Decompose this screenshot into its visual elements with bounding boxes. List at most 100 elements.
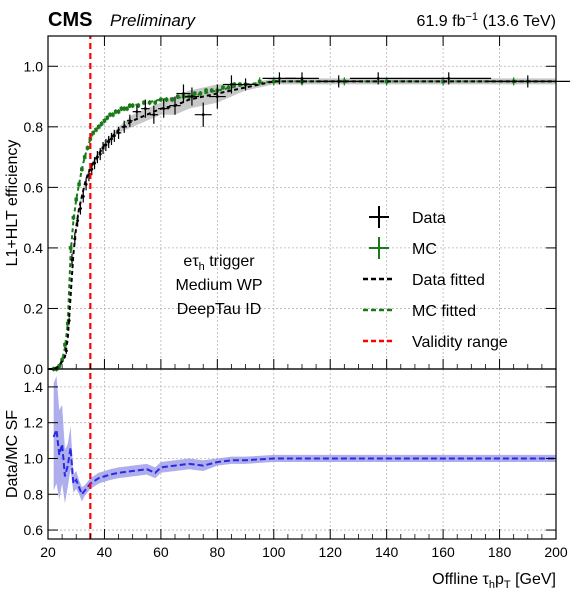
- upper-y-tick-label: 0.0: [24, 361, 44, 377]
- x-tick-label: 200: [544, 544, 568, 560]
- data-point: [84, 182, 88, 186]
- mc-point: [170, 97, 174, 102]
- data-point: [112, 134, 116, 138]
- lower-y-tick-label: 0.8: [24, 486, 44, 502]
- data-point: [93, 161, 96, 165]
- data-point: [73, 237, 77, 241]
- lower-y-tick-label: 0.6: [24, 522, 44, 538]
- x-axis-title-part: p: [495, 571, 504, 588]
- mc-point: [176, 94, 180, 99]
- x-tick-label: 60: [153, 544, 169, 560]
- sf-band: [53, 376, 557, 504]
- mc-point: [125, 106, 129, 111]
- upper-y-tick-label: 0.2: [24, 300, 44, 316]
- upper-grid: [48, 36, 556, 369]
- mc-point: [209, 88, 214, 93]
- mc-point: [204, 88, 208, 93]
- data-point: [300, 76, 304, 80]
- data-point: [215, 95, 219, 98]
- legend: Data MC Data fitted MC fitted Validity range: [363, 206, 508, 351]
- mc-point: [68, 246, 73, 250]
- lower-axes: 20 40 60 80 100 120 140 160 180 200 0.6 0.8 1.0 1.2 1.…: [24, 379, 568, 560]
- upper-y-tick-label: 0.8: [24, 119, 44, 135]
- annotation-id: DeepTau ID: [177, 301, 262, 318]
- data-point: [101, 146, 105, 150]
- data-point: [110, 137, 113, 141]
- data-point: [173, 104, 177, 108]
- x-axis-title: Offline τhpT [GeV]: [432, 571, 556, 591]
- mc-point: [57, 364, 62, 368]
- data-point: [182, 92, 185, 95]
- upper-y-tick-label: 0.4: [24, 240, 44, 256]
- mc-point: [65, 321, 70, 326]
- lower-frame: [47, 368, 557, 540]
- mc-point: [82, 155, 87, 159]
- upper-y-axis-title: L1+HLT efficiency: [4, 140, 21, 267]
- data-point: [79, 207, 82, 210]
- x-tick-label: 40: [97, 544, 113, 560]
- mc-point: [130, 103, 135, 108]
- mc-point: [128, 103, 132, 108]
- lower-grid: [48, 369, 556, 539]
- mc-point: [136, 103, 141, 108]
- lower-y-tick-label: 1.4: [24, 379, 44, 395]
- data-point: [201, 113, 205, 117]
- legend-label: Data: [412, 210, 446, 227]
- mc-point: [159, 97, 163, 102]
- upper-axes: 0.0 0.2 0.4 0.6 0.8 1.0: [24, 36, 557, 377]
- mc-point: [257, 79, 262, 84]
- data-point: [152, 113, 156, 117]
- legend-label: MC: [412, 241, 437, 258]
- mc-point: [119, 106, 124, 111]
- mc-point: [221, 85, 225, 90]
- legend-label: Validity range: [412, 334, 508, 351]
- lower-y-tick-label: 1.2: [24, 415, 44, 431]
- mc-point: [63, 342, 67, 347]
- x-axis-title-part: [GeV]: [511, 571, 556, 588]
- data-point: [135, 110, 139, 114]
- mc-point: [97, 125, 101, 129]
- lower-series: [52, 369, 556, 539]
- data-point: [67, 319, 71, 322]
- data-point: [244, 83, 247, 86]
- data-point: [107, 140, 111, 144]
- lower-y-tick-label: 1.0: [24, 450, 44, 466]
- mc-point: [102, 118, 107, 123]
- lumi-label: 61.9 fb−1 (13.6 TeV): [417, 11, 556, 30]
- data-point: [128, 119, 132, 123]
- data-point: [447, 76, 451, 80]
- mc-fitted-line: [48, 80, 556, 370]
- experiment-label: CMS: [48, 9, 92, 31]
- data-point: [76, 219, 80, 223]
- x-tick-label: 80: [210, 544, 226, 560]
- mc-point: [153, 100, 158, 105]
- x-axis-title-part: Offline τ: [432, 571, 489, 588]
- data-point: [190, 95, 194, 98]
- data-point: [117, 131, 120, 135]
- upper-series: [48, 36, 571, 372]
- x-axis-title-part: T: [504, 579, 511, 591]
- data-point: [104, 143, 108, 147]
- data-point: [98, 152, 102, 156]
- x-tick-label: 160: [431, 544, 455, 560]
- data-point: [95, 155, 99, 159]
- x-tick-label: 180: [488, 544, 512, 560]
- x-tick-label: 20: [40, 544, 56, 560]
- annotation-wp: Medium WP: [175, 277, 262, 294]
- data-point: [143, 107, 147, 111]
- mc-point: [60, 358, 64, 362]
- data-point: [526, 80, 530, 83]
- legend-label: MC fitted: [412, 303, 476, 320]
- status-label: Preliminary: [110, 11, 197, 30]
- data-point: [278, 76, 281, 80]
- mc-point: [77, 182, 81, 187]
- data-point: [162, 107, 166, 111]
- data-point: [376, 76, 380, 80]
- lower-y-axis-title: Data/MC SF: [4, 410, 21, 498]
- upper-y-tick-label: 0.6: [24, 179, 44, 195]
- sf-band-area: [53, 376, 557, 504]
- data-point: [64, 349, 68, 353]
- annotation-trigger: eτh trigger: [183, 253, 255, 273]
- x-tick-label: 140: [375, 544, 399, 560]
